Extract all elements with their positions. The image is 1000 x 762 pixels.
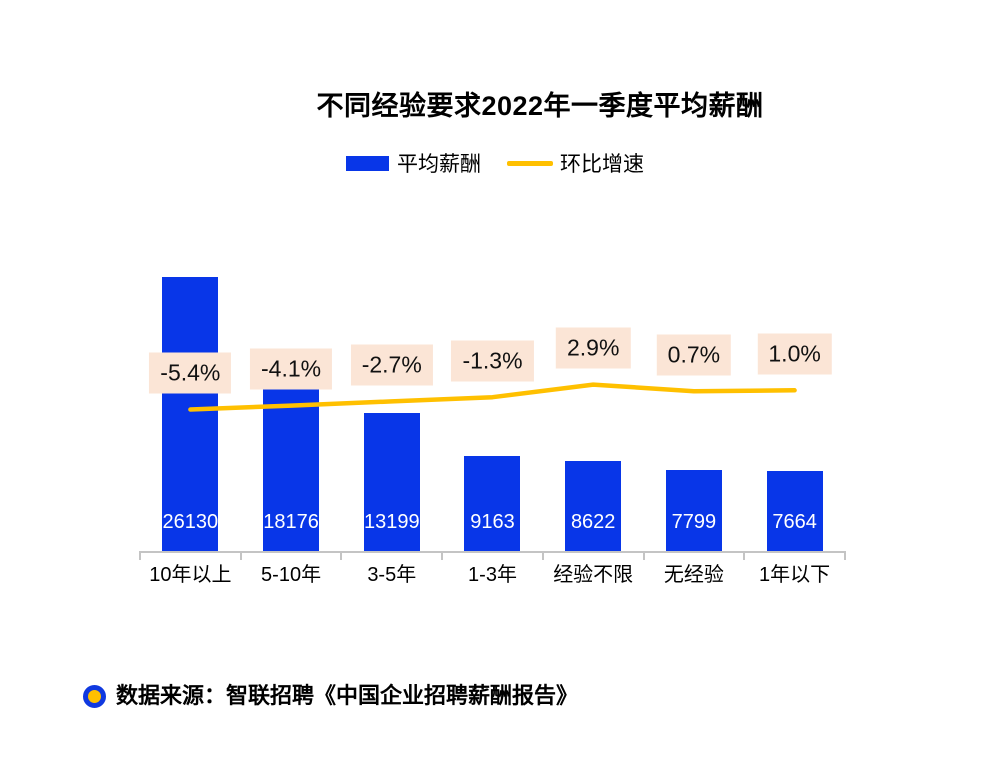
legend-line-swatch-icon [507, 160, 553, 166]
x-axis-tick [340, 551, 343, 560]
bar [363, 413, 420, 552]
bar-value-label: 7799 [671, 511, 717, 533]
bar-value-label: 18176 [263, 511, 319, 533]
category-label: 3-5年 [367, 564, 417, 586]
x-axis-tick [843, 551, 846, 560]
bar-value-label: 13199 [363, 511, 420, 533]
legend-line-label: 环比增速 [560, 153, 644, 176]
source-row: 数据来源：智联招聘《中国企业招聘薪酬报告》 [83, 682, 578, 709]
chart-title: 不同经验要求2022年一季度平均薪酬 [316, 91, 764, 121]
bar-value-label: 9163 [470, 511, 515, 533]
x-axis-tick [139, 551, 141, 560]
bar-value-label: 26130 [162, 511, 219, 533]
category-label: 5-10年 [261, 564, 322, 586]
x-axis-tick [239, 551, 242, 560]
bar [565, 461, 622, 552]
bar [464, 455, 521, 552]
x-axis-tick [743, 551, 746, 560]
category-label: 1年以下 [759, 564, 831, 586]
source-bullet-icon [83, 685, 106, 708]
category-label: 1-3年 [468, 564, 517, 586]
x-axis-tick [541, 551, 544, 560]
x-axis-line [140, 551, 845, 553]
legend-bar-swatch-icon [346, 155, 389, 171]
chart-legend: 平均薪酬 环比增速 [346, 150, 644, 176]
x-axis-tick [441, 551, 444, 560]
legend-bar-label: 平均薪酬 [397, 153, 481, 176]
category-label: 经验不限 [553, 564, 634, 586]
category-label: 无经验 [663, 564, 724, 586]
bar [162, 277, 219, 552]
bar-value-label: 7664 [772, 511, 817, 533]
source-text: 数据来源：智联招聘《中国企业招聘薪酬报告》 [116, 683, 579, 708]
bar-value-label: 8622 [570, 511, 616, 533]
bar [766, 471, 823, 552]
bar [665, 469, 722, 552]
category-label: 10年以上 [149, 564, 232, 586]
x-axis-tick [642, 551, 645, 560]
